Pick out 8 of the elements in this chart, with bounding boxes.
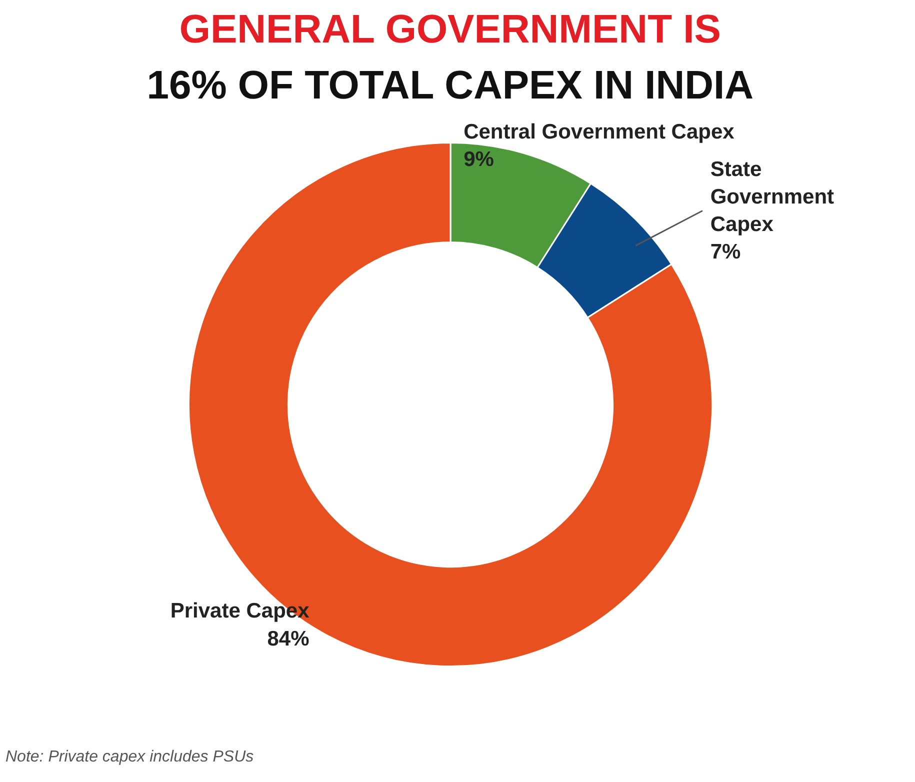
data-label: 84%: [267, 627, 310, 650]
text: Note: Private capex includes PSUs: [6, 748, 254, 766]
chart-title: GENERAL GOVERNMENT IS: [179, 8, 721, 52]
slice-label: State Government Capex: [710, 158, 834, 236]
data-label: 9%: [464, 148, 494, 171]
data-label: 7%: [710, 240, 742, 264]
slice-label: Central Government Capex: [464, 120, 735, 144]
chart-subtitle: 16% OF TOTAL CAPEX IN INDIA: [146, 64, 754, 108]
